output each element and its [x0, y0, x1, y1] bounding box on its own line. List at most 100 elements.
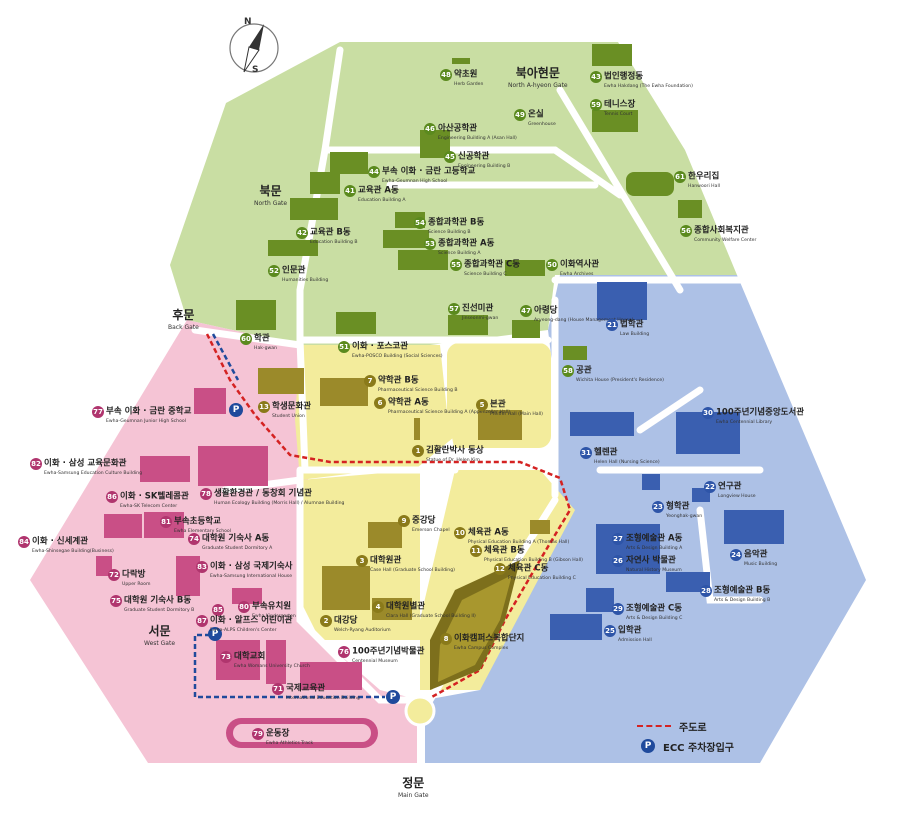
building-shape-28[interactable]	[666, 572, 710, 592]
building-label-48[interactable]: 48 약초원 Herb Garden	[440, 66, 483, 88]
building-label-28[interactable]: 28 조형예술관 B동 Arts & Design Building B	[700, 582, 770, 604]
building-label-47[interactable]: 47 아령당 Aryeong-dang (House Management Hous…	[520, 302, 633, 324]
building-label-13[interactable]: 13 학생문화관 Student Union	[258, 398, 311, 420]
building-label-7[interactable]: 7 약학관 B동 Pharmaceutical Science Building B	[364, 372, 458, 394]
building-label-8[interactable]: 8 이화캠퍼스복합단지 Ewha Campus Complex	[440, 630, 524, 652]
building-label-9[interactable]: 9 중강당 Emerson Chapel	[398, 512, 450, 534]
building-shape-23[interactable]	[642, 474, 660, 490]
building-label-84[interactable]: 84 이화 · 신세계관 Ewha-Shinsegae Building(Busin…	[18, 533, 114, 555]
building-shape-25[interactable]	[550, 614, 602, 640]
building-label-61[interactable]: 61 한우리집 Hanwoori Hall	[674, 168, 720, 190]
building-shape-42[interactable]	[290, 198, 338, 220]
building-label-79[interactable]: 79 운동장 Ewha Athletics Track	[252, 725, 313, 747]
building-label-44[interactable]: 44 부속 이화 · 금란 고등학교 Ewha-Geumnan High Schoo…	[368, 163, 475, 185]
building-shape-53[interactable]	[383, 230, 429, 248]
building-label-6[interactable]: 6 약학관 A동 Pharmaceutical Science Building A…	[374, 394, 510, 416]
building-label-43[interactable]: 43 법인행정동 Ewha Hakdang (The Ewha Foundation…	[590, 68, 693, 90]
building-label-21[interactable]: 21 법학관 Law Building	[606, 316, 649, 338]
building-label-23[interactable]: 23 형학관 Yeonghak-gwan	[652, 498, 702, 520]
building-label-83[interactable]: 83 이화 · 삼성 국제기숙사 Ewha-Samsung Internationa…	[196, 558, 293, 580]
building-label-81[interactable]: 81 부속초등학교 Ewha Elementary School	[160, 513, 231, 535]
building-label-73[interactable]: 73 대학교회 Ewha Womans University Church	[220, 648, 310, 670]
building-shape-71[interactable]	[266, 640, 286, 684]
building-label-46[interactable]: 46 아산공학관 Engineering Building A (Asan Hall…	[424, 120, 517, 142]
building-label-77[interactable]: 77 부속 이화 · 금란 중학교 Ewha-Geumnan Junior High…	[92, 403, 191, 425]
building-shape-60[interactable]	[236, 300, 276, 330]
building-shape-59[interactable]	[592, 110, 638, 132]
building-shape-58[interactable]	[563, 346, 587, 360]
building-shape-29[interactable]	[586, 588, 614, 612]
building-label-10[interactable]: 10 체육관 A동 Physical Education Building A (T…	[454, 524, 569, 546]
building-label-4[interactable]: 4 대학원별관 Clara Hall (Graduate School Buildi…	[372, 598, 476, 620]
parking-icon[interactable]: P	[229, 403, 243, 417]
building-shape-51[interactable]	[336, 312, 376, 334]
building-label-22[interactable]: 22 연구관 Longview House	[704, 478, 756, 500]
building-shape-5[interactable]	[478, 410, 522, 440]
building-shape-13[interactable]	[258, 368, 304, 394]
building-shape-9[interactable]	[368, 522, 402, 548]
building-shape-82[interactable]	[140, 456, 190, 482]
building-label-49[interactable]: 49 온실 Greenhouse	[514, 106, 556, 128]
building-shape-77[interactable]	[194, 388, 226, 414]
building-label-82[interactable]: 82 이화 · 삼성 교육문화관 Ewha-Samsung Education Cu…	[30, 455, 142, 477]
building-label-45[interactable]: 45 신공학관 Engineering Building B	[444, 148, 510, 170]
building-shape-31[interactable]	[570, 412, 634, 436]
building-label-30[interactable]: 30 100주년기념중앙도서관 Ewha Centennial Library	[702, 404, 804, 426]
building-label-25[interactable]: 25 입학관 Admission Hall	[604, 622, 652, 644]
building-label-53[interactable]: 53 종합과학관 A동 Science Building A	[424, 235, 494, 257]
parking-icon[interactable]: P	[208, 627, 222, 641]
building-label-27[interactable]: 27 조형예술관 A동 Arts & Design Building A	[612, 530, 682, 552]
building-shape-56[interactable]	[678, 200, 702, 218]
building-label-2[interactable]: 2 대강당 Welch-Ryang Auditorium	[320, 612, 391, 634]
building-label-1[interactable]: 1 김활란박사 동상 Statue of Dr. Helen Kim	[412, 442, 484, 464]
building-label-5[interactable]: 5 본관 Pfeiffer Hall (Main Hall)	[476, 396, 543, 418]
building-label-78[interactable]: 78 생활환경관 / 동창회 기념관 Human Ecology Building …	[200, 485, 344, 507]
building-label-60[interactable]: 60 학관 Hak-gwan	[240, 330, 277, 352]
building-shape-52[interactable]	[268, 240, 318, 256]
building-label-41[interactable]: 41 교육관 A동 Education Building A	[344, 182, 406, 204]
building-shape-41[interactable]	[310, 172, 340, 194]
building-shape-84[interactable]	[104, 514, 142, 538]
building-label-57[interactable]: 57 진선미관 Jinseonmi-gwan	[448, 300, 498, 322]
building-label-59[interactable]: 59 테니스장 Tennis Court	[590, 96, 635, 118]
building-shape-76[interactable]	[300, 662, 362, 690]
gate-north-a-hyeon[interactable]: 북아현문 North A-hyeon Gate	[508, 64, 568, 89]
building-shape-55[interactable]	[398, 250, 448, 270]
building-shape-48[interactable]	[452, 58, 470, 64]
building-label-12[interactable]: 12 체육관 C동 Physical Education Building C	[494, 560, 576, 582]
building-label-50[interactable]: 50 이화역사관 Ewha Archives	[546, 256, 599, 278]
building-shape-27[interactable]	[596, 524, 660, 574]
building-shape-80[interactable]	[232, 588, 262, 604]
building-label-52[interactable]: 52 인문관 Humanities Building	[268, 262, 328, 284]
gate-west[interactable]: 서문 West Gate	[144, 622, 175, 647]
building-label-56[interactable]: 56 종합사회복지관 Community Welfare Center	[680, 222, 756, 244]
building-label-51[interactable]: 51 이화 · 포스코관 Ewha-POSCO Building (Social S…	[338, 338, 443, 360]
building-label-24[interactable]: 24 음악관 Music Building	[730, 546, 777, 568]
building-shape-7[interactable]	[320, 378, 368, 406]
building-label-29[interactable]: 29 조형예술관 C동 Arts & Design Building C	[612, 600, 682, 622]
building-label-85[interactable]: 85	[212, 601, 226, 617]
building-shape-78[interactable]	[198, 446, 268, 486]
building-label-26[interactable]: 26 자연사 박물관 Natural History Museum	[612, 552, 682, 574]
building-label-71[interactable]: 71 국제교육관 International Education Building	[272, 680, 360, 702]
building-shape-2[interactable]	[322, 566, 370, 610]
building-label-55[interactable]: 55 종합과학관 C동 Science Building C	[450, 256, 520, 278]
building-label-11[interactable]: 11 체육관 B동 Physical Education Building B (G…	[470, 542, 583, 564]
building-label-87[interactable]: 87 이화 · 알프스 어린이관 Ewha-ALPS Children's Cent…	[196, 612, 293, 634]
gate-north[interactable]: 북문 North Gate	[254, 182, 287, 207]
building-label-86[interactable]: 86 이화 · SK텔레콤관 Ewha-SK Telecom Center	[106, 488, 189, 510]
building-shape-83[interactable]	[176, 556, 200, 596]
building-shape-43[interactable]	[592, 44, 632, 66]
building-shape-61[interactable]	[626, 172, 674, 196]
building-label-42[interactable]: 42 교육관 B동 Education Building B	[296, 224, 358, 246]
building-shape-47[interactable]	[512, 320, 540, 338]
gate-main[interactable]: 정문 Main Gate	[398, 774, 429, 799]
building-label-76[interactable]: 76 100주년기념박물관 Centennial Museum	[338, 643, 424, 665]
building-label-31[interactable]: 31 헬렌관 Helen Hall (Nursing Science)	[580, 444, 660, 466]
building-label-72[interactable]: 72 다락방 Upper Room	[108, 566, 150, 588]
building-label-54[interactable]: 54 종합과학관 B동 Science Building B	[414, 214, 484, 236]
building-shape-57[interactable]	[448, 315, 488, 335]
building-label-58[interactable]: 58 공관 Wichita House (President's Residence…	[562, 362, 664, 384]
building-label-80[interactable]: 80 부속유치원 Ewha Kindergarten	[238, 598, 296, 620]
gate-back[interactable]: 후문 Back Gate	[168, 306, 199, 331]
